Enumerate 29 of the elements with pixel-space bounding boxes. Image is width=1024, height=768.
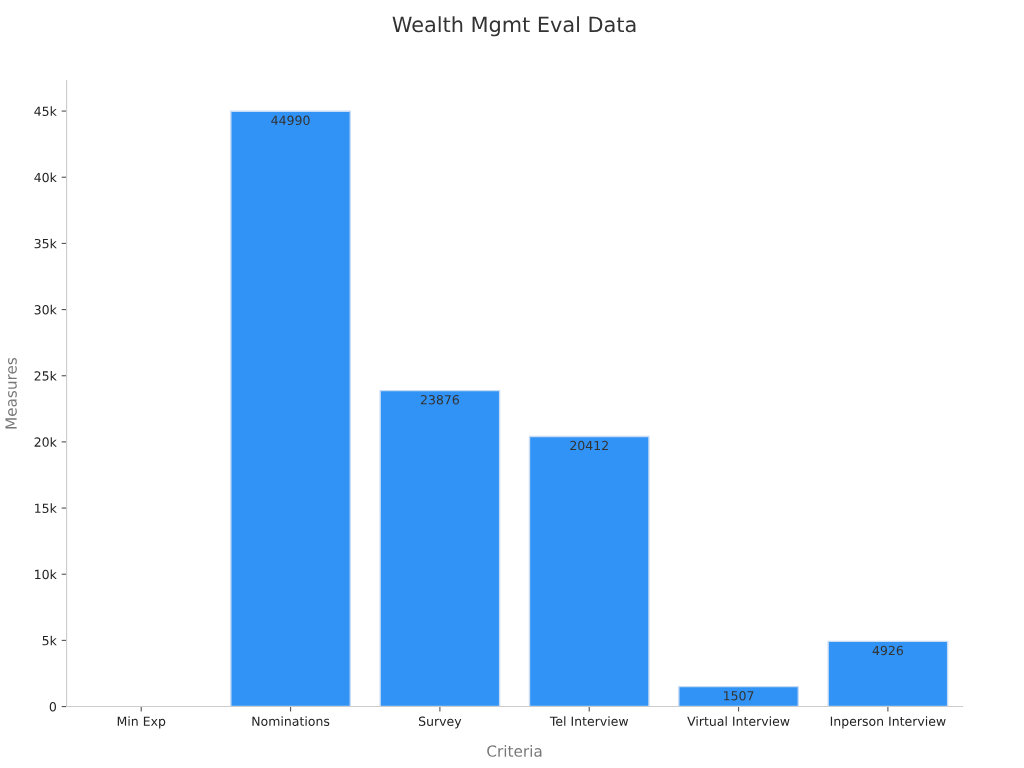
x-tick-label: Tel Interview	[549, 716, 629, 726]
x-tick-label: Virtual Interview	[687, 716, 790, 726]
y-tick-label: 5k	[42, 635, 57, 646]
y-tick-label: 15k	[35, 503, 57, 513]
data-label: 44990	[271, 115, 310, 126]
bar	[678, 685, 799, 707]
data-label: 23876	[420, 395, 459, 405]
bar	[379, 389, 501, 707]
bar	[230, 110, 351, 707]
bar	[528, 435, 650, 707]
y-tick-label: 45k	[34, 106, 57, 116]
y-tick-label: 30k	[34, 304, 57, 315]
x-tick-label: Min Exp	[117, 716, 166, 729]
x-axis-title: Criteria	[487, 745, 542, 757]
data-label: 1507	[724, 691, 754, 701]
chart-title: Wealth Mgmt Eval Data	[392, 16, 636, 37]
x-tick-label: Survey	[418, 716, 462, 729]
y-tick-label: 25k	[34, 370, 57, 381]
y-tick-label: 10k	[35, 569, 57, 580]
y-tick-label: 35k	[34, 238, 57, 249]
bar	[827, 640, 949, 707]
y-tick-label: 20k	[34, 437, 57, 447]
data-label: 4926	[872, 645, 904, 656]
y-tick-label: 40k	[34, 172, 57, 183]
x-tick-label: Nominations	[252, 716, 330, 726]
data-label: 20412	[570, 440, 608, 451]
y-tick-label: 0	[49, 702, 57, 712]
x-tick-label: Inperson Interview	[830, 716, 946, 729]
y-axis-title: Measures	[5, 357, 17, 429]
